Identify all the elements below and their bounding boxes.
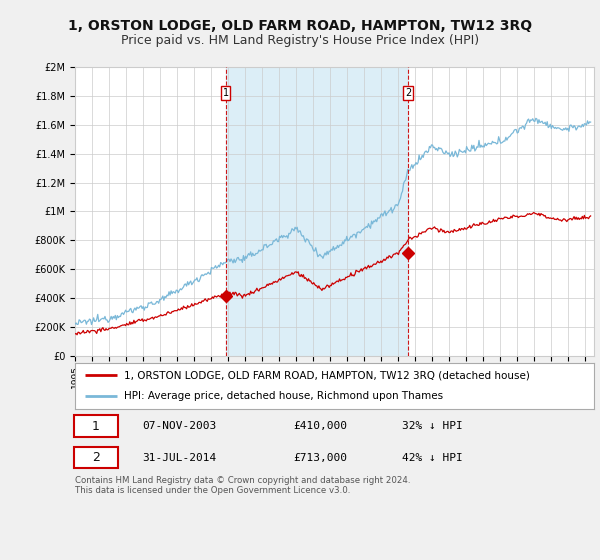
Text: 31-JUL-2014: 31-JUL-2014 (142, 452, 217, 463)
Text: 42% ↓ HPI: 42% ↓ HPI (402, 452, 463, 463)
Text: 1, ORSTON LODGE, OLD FARM ROAD, HAMPTON, TW12 3RQ (detached house): 1, ORSTON LODGE, OLD FARM ROAD, HAMPTON,… (124, 370, 530, 380)
Text: £713,000: £713,000 (293, 452, 347, 463)
Text: 1: 1 (223, 88, 229, 98)
Text: 07-NOV-2003: 07-NOV-2003 (142, 421, 217, 431)
Text: 1: 1 (92, 419, 100, 433)
Text: HPI: Average price, detached house, Richmond upon Thames: HPI: Average price, detached house, Rich… (124, 391, 443, 402)
FancyBboxPatch shape (74, 416, 118, 437)
Text: 2: 2 (92, 451, 100, 464)
Text: 32% ↓ HPI: 32% ↓ HPI (402, 421, 463, 431)
Text: 2: 2 (405, 88, 412, 98)
Text: 1, ORSTON LODGE, OLD FARM ROAD, HAMPTON, TW12 3RQ: 1, ORSTON LODGE, OLD FARM ROAD, HAMPTON,… (68, 19, 532, 33)
Text: £410,000: £410,000 (293, 421, 347, 431)
Bar (226, 67, 408, 356)
Text: Price paid vs. HM Land Registry's House Price Index (HPI): Price paid vs. HM Land Registry's House … (121, 34, 479, 46)
Text: Contains HM Land Registry data © Crown copyright and database right 2024.
This d: Contains HM Land Registry data © Crown c… (75, 476, 410, 496)
FancyBboxPatch shape (74, 447, 118, 468)
